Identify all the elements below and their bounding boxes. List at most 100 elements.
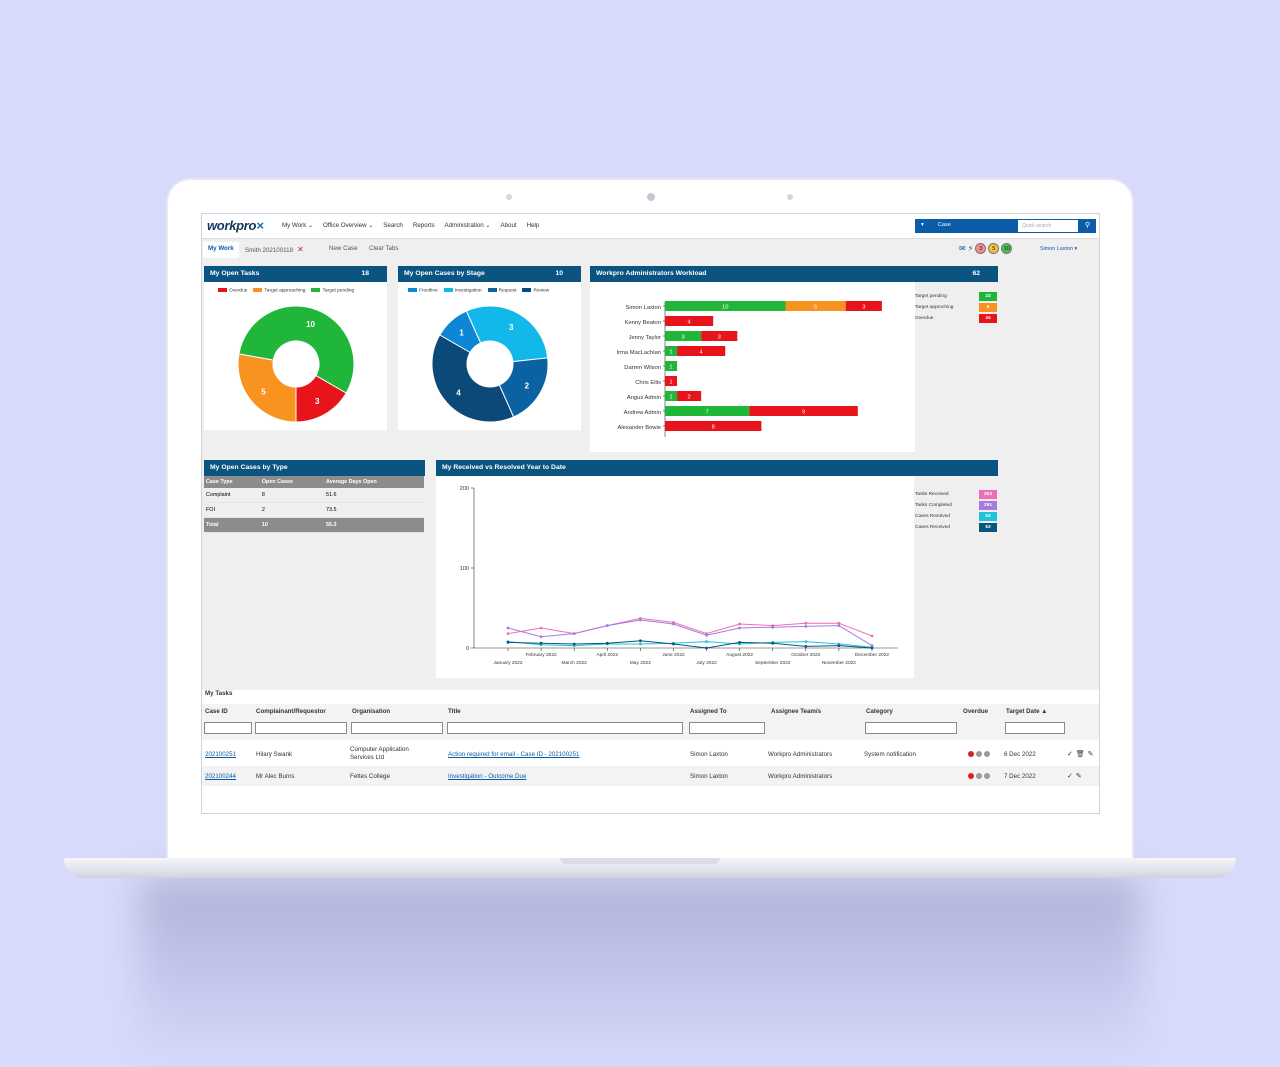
case-type-table: Case Type Open Cases Average Days Open Comp…: [204, 476, 424, 533]
nav-help[interactable]: Help: [526, 222, 540, 229]
nav-about[interactable]: About: [500, 222, 517, 229]
total-row: Cases Received 63: [915, 522, 997, 533]
organisation-line: Services Ltd: [350, 754, 385, 761]
main-menu: My Work Office Overview Search Reports Admin…: [282, 222, 539, 229]
data-point: [837, 624, 841, 627]
slice-label: 2: [525, 381, 530, 390]
nav-office-overview[interactable]: Office Overview: [323, 222, 373, 229]
count-badge[interactable]: 3: [975, 243, 987, 254]
legend-swatch: [443, 288, 453, 292]
case-id-link[interactable]: 202100251: [205, 751, 236, 758]
table-row[interactable]: 202100251 Hilary Swank Action required for…: [202, 744, 1099, 764]
category-label: Jenny Taylor: [629, 335, 662, 341]
bar-segment: [665, 301, 786, 311]
nav-reports[interactable]: Reports: [412, 222, 435, 229]
total-label: Tasks Received: [915, 492, 949, 497]
column-filter-input[interactable]: [351, 722, 443, 734]
total-row: Tasks Completed 291: [915, 500, 997, 511]
column-filter-input[interactable]: [1005, 722, 1065, 734]
quick-search: ▾ Case Quick search ⚲: [915, 219, 1097, 233]
search-input[interactable]: Quick search: [1017, 219, 1079, 233]
mail-icon[interactable]: ✉: [959, 244, 966, 253]
column-header[interactable]: Title: [448, 708, 461, 715]
nav-my-work[interactable]: My Work: [282, 222, 313, 229]
data-point: [572, 642, 576, 646]
x-tick-label: July 2022: [696, 660, 717, 666]
data-point: [837, 644, 841, 647]
panel-workload: Simon Laxton 10 5 3 Kenny Beaton 4 Jenny Taylo…: [590, 266, 915, 452]
column-header[interactable]: Assignee Team/s: [771, 708, 822, 715]
status-icons: ✉ ⚡ 3 5 10: [959, 243, 1013, 254]
column-header: Case Type: [204, 476, 260, 488]
workpro-logo[interactable]: workpro×: [207, 218, 264, 233]
data-point: [539, 626, 543, 630]
tab-my-work[interactable]: My Work: [203, 242, 239, 258]
data-point: [705, 640, 708, 643]
close-icon[interactable]: ✕: [297, 245, 304, 254]
search-scope-select[interactable]: ▾ Case: [915, 219, 1017, 233]
nav-administration[interactable]: Administration: [445, 222, 491, 229]
case-id-link-text[interactable]: 202100244: [205, 773, 236, 780]
data-point: [837, 621, 841, 625]
task-title-link-text[interactable]: Action required for email - Case ID - 20…: [448, 751, 580, 758]
table-cell: 10: [259, 517, 325, 533]
category-label: Andrew Admin: [624, 410, 661, 416]
y-tick-label: 100: [460, 566, 469, 572]
laptop-shadow: [140, 878, 1140, 1067]
bar-segment: [665, 331, 702, 341]
case-id-link-text[interactable]: 202100251: [205, 751, 236, 758]
panel-received: 0 100 200 January 2022 February 2022 March 20…: [436, 460, 914, 678]
chart-legend: Frontline Investigation Request Review: [408, 288, 549, 293]
category-label: Alexander Bowie: [617, 425, 661, 431]
column-header[interactable]: Organisation: [352, 708, 391, 715]
x-tick-label: May 2022: [630, 660, 651, 666]
x-tick-label: October 2022: [791, 652, 820, 658]
column-header[interactable]: Target Date ▲: [1006, 708, 1048, 715]
column-filter-input[interactable]: [865, 722, 957, 734]
bar-label: 4: [687, 320, 691, 326]
category-label: Irma MacLachlan: [617, 350, 661, 356]
webcam: [647, 193, 655, 201]
task-title-link[interactable]: Action required for email - Case ID - 20…: [448, 751, 579, 758]
new-case-link[interactable]: New Case: [329, 245, 358, 252]
bar-segment: [749, 406, 858, 416]
delete-icon[interactable]: 🗑: [1075, 751, 1085, 758]
tab-case[interactable]: Smith 202100118 ✕: [245, 245, 304, 254]
legend-label: Frontline: [419, 288, 438, 294]
check-icon[interactable]: ✓: [1067, 773, 1073, 780]
nav-search[interactable]: Search: [383, 222, 403, 229]
task-title-link-text[interactable]: Investigation - Outcome Due: [448, 773, 527, 780]
case-id-link[interactable]: 202100244: [205, 773, 236, 780]
column-header[interactable]: Overdue: [963, 708, 989, 715]
task-title-link[interactable]: Investigation - Outcome Due: [448, 773, 526, 780]
table-row: Complaint 8 51.6: [204, 488, 424, 503]
count-badge[interactable]: 5: [988, 243, 1000, 254]
check-icon[interactable]: ✓: [1067, 751, 1073, 758]
donut-slice: [238, 305, 355, 394]
slice-label: 5: [261, 387, 266, 396]
search-icon[interactable]: ⚲: [1079, 219, 1096, 233]
data-point: [738, 641, 742, 644]
table-row[interactable]: 202100244 Mr Alec Burns Investigation - Ou…: [202, 766, 1099, 786]
edit-icon[interactable]: ✎: [1075, 773, 1082, 780]
clear-tabs-link[interactable]: Clear Tabs: [369, 245, 399, 252]
count-badge[interactable]: 10: [1001, 243, 1013, 254]
bolt-icon[interactable]: ⚡: [967, 244, 974, 253]
user-menu[interactable]: Simon Laxton ▾: [1040, 246, 1078, 252]
bar-label: 3: [681, 335, 684, 341]
organisation-line: Fettes College: [350, 773, 390, 780]
column-filter-input[interactable]: [689, 722, 765, 734]
category-label: Angus Admin: [627, 395, 661, 401]
column-header[interactable]: Case ID: [205, 708, 228, 715]
total-row: Target pending 23: [915, 291, 997, 302]
donut-slice: [431, 334, 515, 423]
column-filter-input[interactable]: [204, 722, 252, 734]
edit-icon[interactable]: ✎: [1087, 751, 1094, 758]
column-header[interactable]: Assigned To: [690, 708, 727, 715]
total-value: 23: [979, 292, 997, 301]
column-filter-input[interactable]: [447, 722, 683, 734]
column-header[interactable]: Category: [866, 708, 893, 715]
column-filter-input[interactable]: [255, 722, 347, 734]
bar-segment: [845, 301, 882, 311]
column-header[interactable]: Complainant/Requestor: [256, 708, 326, 715]
